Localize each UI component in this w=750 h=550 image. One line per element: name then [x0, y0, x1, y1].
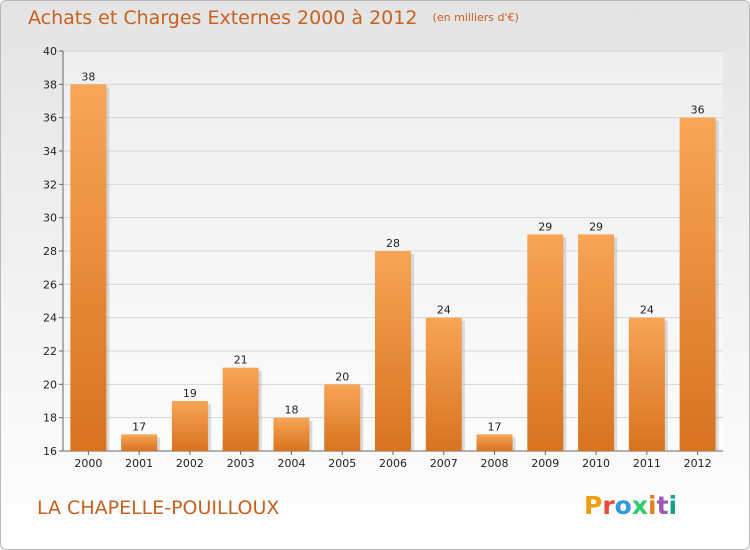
bar-value-label: 21 [234, 354, 248, 367]
y-tick-label: 32 [43, 178, 57, 191]
logo-letter: P [584, 491, 603, 520]
bar [324, 384, 361, 451]
bar-value-label: 24 [437, 304, 451, 317]
bar [476, 434, 513, 451]
chart-unit: (en milliers d'€) [432, 11, 519, 24]
bar [273, 417, 310, 451]
data-labels: 38 17 19 21 18 20 28 24 17 29 29 24 36 [81, 70, 704, 433]
bar-value-label: 36 [691, 104, 705, 117]
chart-title-block: Achats et Charges Externes 2000 à 2012 (… [28, 7, 519, 29]
bar-value-label: 20 [335, 370, 349, 383]
chart-title: Achats et Charges Externes 2000 à 2012 [28, 7, 418, 29]
x-tick-label: 2002 [176, 457, 204, 470]
bar-value-label: 17 [132, 420, 146, 433]
y-tick-label: 24 [43, 312, 57, 325]
y-tick-label: 30 [43, 212, 57, 225]
bar [70, 84, 107, 451]
commune-name: LA CHAPELLE-POUILLOUX [37, 497, 280, 519]
x-tick-label: 2008 [481, 457, 509, 470]
x-tick-label: 2007 [430, 457, 458, 470]
logo-letter: x [631, 491, 648, 520]
bar-value-label: 38 [81, 70, 95, 83]
axes: 16 18 20 22 24 26 28 30 32 34 36 38 40 2000 2001 2002 20… [43, 45, 723, 470]
bar [578, 234, 615, 451]
y-tick-label: 28 [43, 245, 57, 258]
y-tick-label: 16 [43, 445, 57, 458]
logo-letter: o [614, 491, 632, 520]
bar-value-label: 19 [183, 387, 197, 400]
x-tick-label: 2001 [125, 457, 153, 470]
x-tick-label: 2003 [227, 457, 255, 470]
logo-letter: r [602, 491, 615, 520]
bar-value-label: 28 [386, 237, 400, 250]
x-tick-label: 2000 [74, 457, 102, 470]
bar [628, 317, 665, 451]
x-tick-label: 2010 [582, 457, 610, 470]
x-tick-label: 2009 [531, 457, 559, 470]
bar [222, 367, 259, 451]
bar [121, 434, 158, 451]
y-tick-label: 38 [43, 78, 57, 91]
x-tick-label: 2012 [684, 457, 712, 470]
bar [375, 251, 411, 451]
bar-value-label: 18 [284, 404, 298, 417]
y-tick-label: 18 [43, 412, 57, 425]
y-tick-label: 36 [43, 112, 57, 125]
bar-value-label: 24 [640, 304, 654, 317]
bar [527, 234, 564, 451]
y-tick-label: 20 [43, 378, 57, 391]
y-tick-label: 22 [43, 345, 57, 358]
bar [425, 317, 462, 451]
x-tick-label: 2005 [328, 457, 356, 470]
proxiti-logo: Proxiti [584, 491, 677, 520]
bar-value-label: 29 [538, 220, 552, 233]
y-tick-label: 34 [43, 145, 57, 158]
y-tick-label: 40 [43, 45, 57, 58]
bar [171, 401, 208, 451]
bar-value-label: 17 [488, 420, 502, 433]
bar-value-label: 29 [589, 220, 603, 233]
logo-letter: i [648, 491, 657, 520]
y-tick-label: 26 [43, 278, 57, 291]
logo-letter: i [668, 491, 678, 520]
logo-letter: t [656, 491, 669, 520]
bar [679, 117, 716, 452]
bars [70, 84, 719, 452]
x-tick-label: 2004 [277, 457, 305, 470]
x-tick-label: 2011 [633, 457, 661, 470]
x-tick-label: 2006 [379, 457, 407, 470]
